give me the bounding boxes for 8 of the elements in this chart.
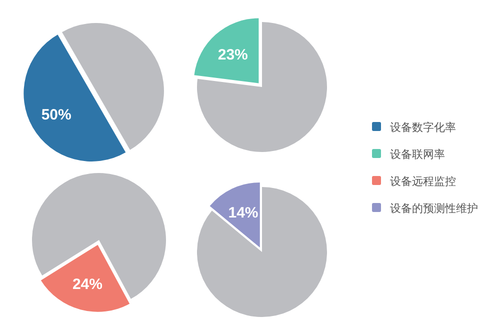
legend-label: 设备的预测性维护 [390, 202, 478, 215]
data-label: 23% [218, 46, 248, 64]
legend-label: 设备数字化率 [390, 121, 456, 134]
data-label: 14% [228, 204, 258, 222]
legend-label: 设备远程监控 [390, 175, 456, 188]
legend-label: 设备联网率 [390, 148, 445, 161]
data-label: 24% [72, 276, 102, 294]
data-label: 50% [41, 106, 72, 124]
